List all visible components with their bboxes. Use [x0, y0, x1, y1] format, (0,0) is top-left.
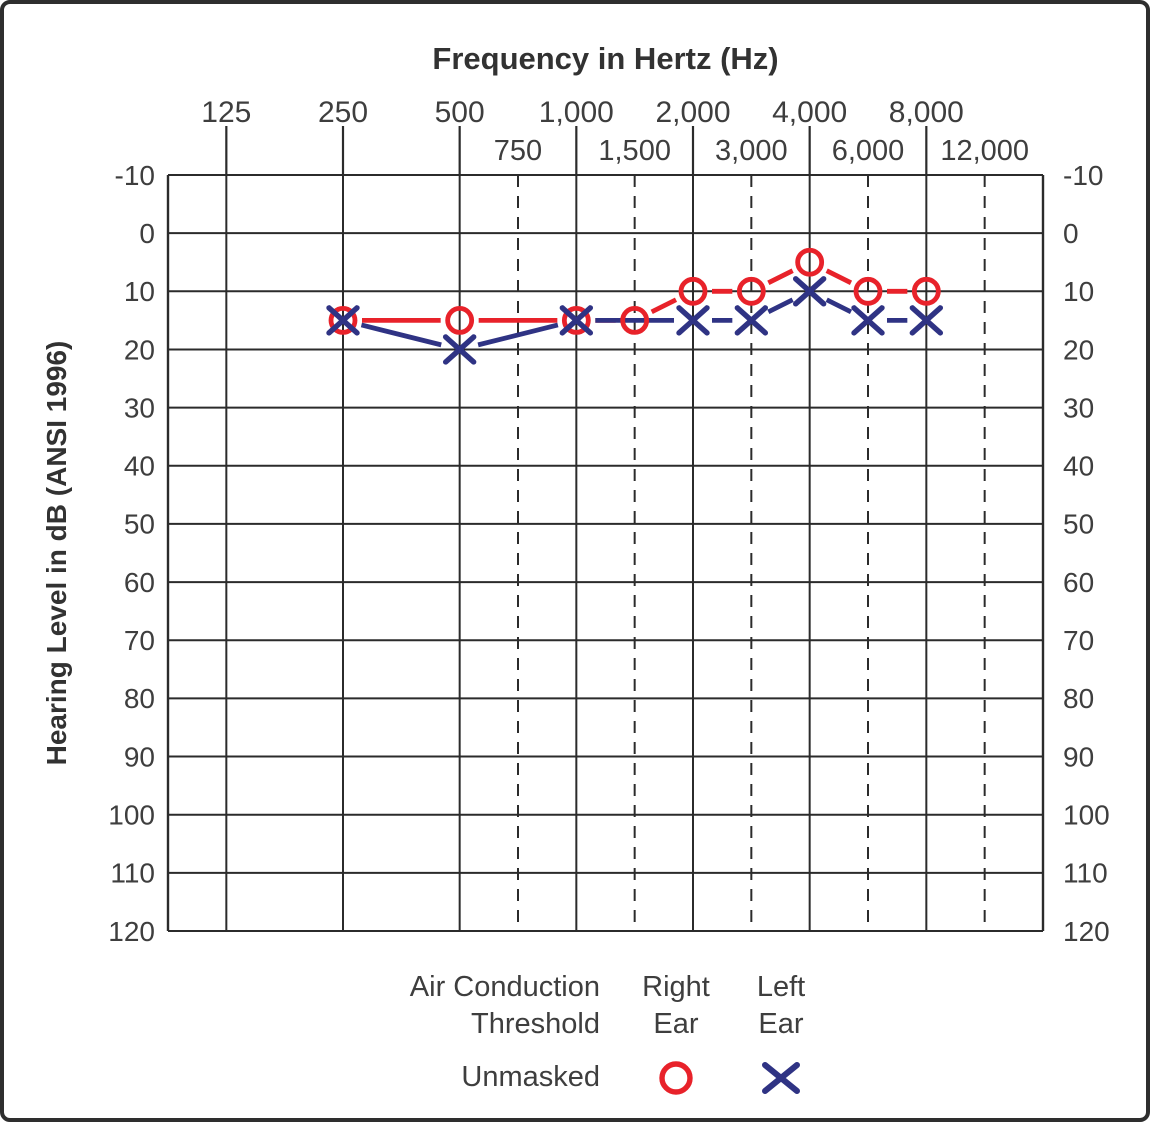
right-ear-line-segment [650, 297, 678, 315]
legend-unmasked-label: Unmasked [461, 1061, 600, 1093]
db-label-left: 110 [110, 858, 155, 889]
right-ear-marker [736, 276, 766, 306]
db-label-right: 0 [1063, 218, 1079, 249]
x-marker-icon [762, 1062, 800, 1094]
db-label-left: 20 [124, 334, 155, 365]
db-label-left: 120 [108, 916, 155, 947]
legend-air-conduction-label: Air Conduction [409, 971, 600, 1003]
right-ear-marker [620, 305, 650, 335]
freq-interoctave-label: 750 [494, 135, 542, 167]
db-label-left: 90 [124, 741, 155, 772]
db-label-right: 10 [1063, 276, 1094, 307]
freq-octave-label: 500 [435, 96, 485, 129]
right-ear-line-segment [825, 268, 853, 285]
left-ear-unmasked-symbol [762, 1062, 800, 1094]
freq-octave-label: 125 [201, 96, 251, 129]
freq-octave-label: 2,000 [655, 96, 730, 129]
right-ear-marker [795, 247, 825, 277]
right-ear-marker [445, 305, 475, 335]
freq-octave-label: 1,000 [539, 96, 614, 129]
db-label-left: 10 [124, 276, 155, 307]
db-label-right: 100 [1063, 799, 1110, 830]
left-ear-marker [792, 276, 827, 307]
right-ear-marker [853, 276, 883, 306]
db-label-left: 0 [139, 218, 155, 249]
db-label-right: 50 [1063, 509, 1094, 540]
db-label-right: 80 [1063, 683, 1094, 714]
left-ear-line-segment [477, 322, 559, 348]
db-label-right: 90 [1063, 741, 1094, 772]
db-label-left: 70 [124, 625, 155, 656]
left-ear-line-segment [767, 297, 794, 315]
db-label-right: 120 [1063, 916, 1110, 947]
db-label-left: 80 [124, 683, 155, 714]
db-label-right: 70 [1063, 625, 1094, 656]
left-ear-marker [734, 305, 769, 336]
right-ear-marker [678, 276, 708, 306]
freq-octave-label: 8,000 [889, 96, 964, 129]
legend-row-header: Air Conduction Threshold [410, 969, 600, 1043]
right-ear-marker [328, 305, 358, 335]
left-ear-marker [676, 305, 710, 336]
db-label-right: 20 [1063, 334, 1094, 365]
db-label-left: 60 [124, 567, 155, 598]
db-label-right: 110 [1063, 858, 1108, 889]
right-ear-unmasked-symbol [659, 1061, 693, 1095]
right-ear-line-segment [767, 268, 794, 285]
right-ear-marker [561, 305, 591, 335]
legend-left-label: Left [756, 971, 806, 1003]
freq-octave-label: 4,000 [772, 96, 847, 129]
left-ear-line-segment [825, 297, 853, 315]
left-ear-marker [851, 305, 885, 336]
legend-threshold-label: Threshold [471, 1008, 600, 1040]
right-ear-marker [911, 276, 941, 306]
freq-octave-label: 250 [318, 96, 368, 129]
db-label-right: -10 [1063, 160, 1103, 191]
freq-interoctave-label: 6,000 [832, 135, 905, 167]
legend-right-ear-label: Ear [653, 1008, 699, 1040]
db-label-left: -10 [115, 160, 155, 191]
left-ear-marker [442, 334, 477, 365]
left-ear-line-segment [360, 322, 442, 348]
circle-marker-icon [659, 1061, 693, 1095]
freq-interoctave-label: 1,500 [598, 135, 671, 167]
db-label-left: 40 [124, 451, 155, 482]
freq-interoctave-label: 3,000 [715, 135, 788, 167]
left-ear-marker [909, 305, 944, 336]
legend-right-ear-header: Right Ear [642, 969, 710, 1043]
legend-left-ear-header: Left Ear [757, 969, 805, 1043]
freq-interoctave-label: 12,000 [940, 135, 1029, 167]
db-label-left: 50 [124, 509, 155, 540]
db-label-right: 30 [1063, 392, 1094, 423]
left-ear-marker [326, 305, 360, 336]
db-label-right: 40 [1063, 451, 1094, 482]
legend-left-ear-label: Ear [758, 1008, 804, 1040]
db-label-left: 30 [124, 392, 155, 423]
x-axis-title: Frequency in Hertz (Hz) [432, 41, 779, 76]
db-label-left: 100 [108, 799, 155, 830]
left-ear-marker [559, 305, 594, 336]
legend-right-label: Right [642, 971, 710, 1003]
db-label-right: 60 [1063, 567, 1094, 598]
